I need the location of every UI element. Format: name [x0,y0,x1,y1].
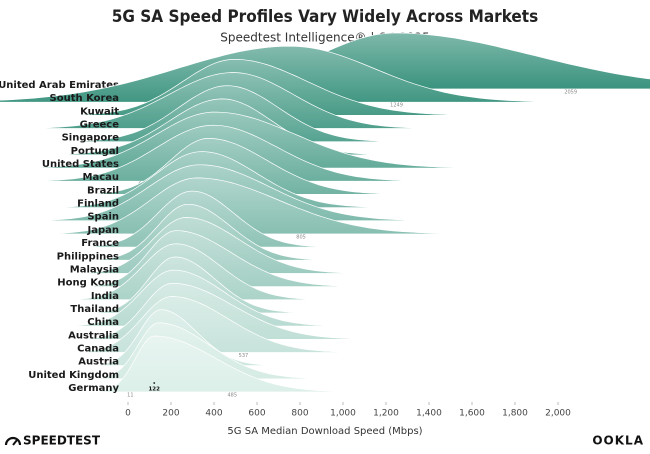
category-label: Kuwait [80,106,119,117]
category-label: Thailand [70,304,119,315]
x-tick-label: 200 [162,409,179,419]
logo-icon [4,436,22,446]
x-tick-label: 2,000 [545,409,571,419]
median-label: 122 [148,387,160,393]
x-axis-label: 5G SA Median Download Speed (Mbps) [227,426,422,437]
x-tick-label: 0 [125,409,131,419]
category-label: China [87,317,119,328]
category-label: Singapore [62,133,120,144]
category-label: Austria [78,357,119,368]
category-label: Macau [83,172,120,183]
x-tick-label: 1,600 [459,409,485,419]
x-tick-label: 1,800 [502,409,528,419]
x-axis: 0 200 400 600 800 1,000 1,200 1,400 1,600 1,800 2,… [125,402,571,419]
category-label: United Kingdom [28,370,119,381]
category-label: United Arab Emirates [0,80,119,91]
category-label: Australia [68,330,119,341]
high-label: 1249 [390,103,403,109]
chart-title: 5G SA Speed Profiles Vary Widely Across … [112,7,538,27]
x-tick-label: 1,200 [373,409,399,419]
x-tick-label: 1,000 [330,409,356,419]
high-label: 485 [228,393,238,399]
category-label: Malaysia [70,264,119,275]
footer-right: OOKLA [592,434,644,448]
high-label: 2059 [564,90,577,96]
footer-left: SPEEDTEST [23,434,101,448]
category-label: Hong Kong [57,278,119,289]
category-label: Philippines [57,251,119,262]
ridges: United Arab Emirates12402059South Korea7… [0,32,650,399]
category-label: Spain [87,212,119,223]
logo-needle [12,439,18,446]
median-dot [153,382,156,384]
x-tick-label: 600 [248,409,265,419]
low-label: 11 [127,393,133,399]
high-label: 537 [239,353,249,359]
ridge-group: Germany 122 11 485 [68,335,338,399]
category-label: South Korea [50,93,119,104]
category-label: France [81,238,119,249]
category-label: Canada [77,343,119,354]
category-label: India [91,291,119,302]
category-label: Greece [80,120,120,131]
high-label: 805 [296,234,306,240]
category-label: Germany [68,383,119,394]
category-label: United States [42,159,119,170]
ridge-shade [98,336,338,392]
category-label: Portugal [71,146,119,157]
category-label: Brazil [87,185,119,196]
x-tick-label: 400 [205,409,222,419]
category-label: Finland [77,199,119,210]
category-label: Japan [87,225,120,236]
x-tick-label: 1,400 [416,409,442,419]
speedtest-logo: SPEEDTEST [4,434,101,448]
x-tick-label: 800 [291,409,308,419]
